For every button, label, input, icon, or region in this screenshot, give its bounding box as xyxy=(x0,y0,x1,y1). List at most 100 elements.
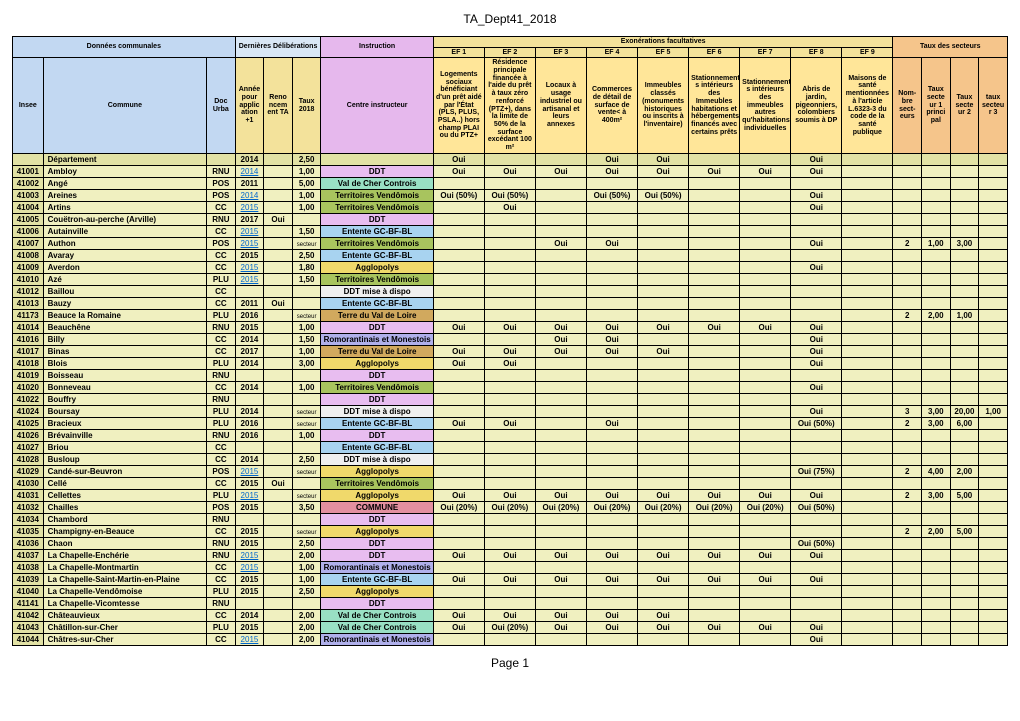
cell-insee: 41044 xyxy=(13,633,44,645)
table-row: 41008AvarayCC20152,50Entente GC-BF-BL xyxy=(13,249,1008,261)
cell-centre: DDT xyxy=(321,429,433,441)
cell-centre: DDT mise à dispo xyxy=(321,285,433,297)
cell-centre: Agglopolys xyxy=(321,585,433,597)
cell-commune: Busloup xyxy=(43,453,206,465)
cell-centre: Terre du Val de Loire xyxy=(321,309,433,321)
hdr-ef5d: Immeubles classés (monuments historiques… xyxy=(638,58,689,153)
cell-centre: DDT xyxy=(321,549,433,561)
cell-centre: Val de Cher Controis xyxy=(321,609,433,621)
table-row: 41007AuthonPOS2015secteurTerritoires Ven… xyxy=(13,237,1008,249)
table-row: 41014BeauchêneRNU20151,00DDTOuiOuiOuiOui… xyxy=(13,321,1008,333)
table-row: 41037La Chapelle-EnchérieRNU20152,00DDTO… xyxy=(13,549,1008,561)
hdr-ef7: EF 7 xyxy=(740,47,791,58)
cell-insee: 41032 xyxy=(13,501,44,513)
cell-centre: COMMUNE xyxy=(321,501,433,513)
cell-insee: 41026 xyxy=(13,429,44,441)
hdr-ef9: EF 9 xyxy=(842,47,893,58)
table-row: 41042ChâteauvieuxCC20142,00Val de Cher C… xyxy=(13,609,1008,621)
hdr-ef7d: Stationnement s intérieurs des immeubles… xyxy=(740,58,791,153)
hdr-commune: Commune xyxy=(43,58,206,153)
table-row: 41030CelléCC2015OuiTerritoires Vendômois xyxy=(13,477,1008,489)
hdr-annee: Année pour applic ation +1 xyxy=(235,58,264,153)
cell-centre: Agglopolys xyxy=(321,357,433,369)
cell-insee: 41027 xyxy=(13,441,44,453)
cell-centre: Territoires Vendômois xyxy=(321,273,433,285)
page-title: TA_Dept41_2018 xyxy=(12,12,1008,26)
cell-centre: DDT xyxy=(321,513,433,525)
cell-commune: Bouffry xyxy=(43,393,206,405)
hdr-ef3d: Locaux à usage industriel ou artisanal e… xyxy=(535,58,586,153)
table-row: 41034ChambordRNUDDT xyxy=(13,513,1008,525)
cell-commune: Chambord xyxy=(43,513,206,525)
table-row: 41010AzéPLU20151,50Territoires Vendômois xyxy=(13,273,1008,285)
cell-commune: La Chapelle-Vendômoise xyxy=(43,585,206,597)
hdr-ef8: EF 8 xyxy=(791,47,842,58)
cell-commune: La Chapelle-Vicomtesse xyxy=(43,597,206,609)
hdr-tx3: taux secteu r 3 xyxy=(979,58,1008,153)
hdr-ef2d: Résidence principale financée à l'aide d… xyxy=(484,58,535,153)
cell-centre: Territoires Vendômois xyxy=(321,201,433,213)
hdr-nbre: Nom- bre sect- eurs xyxy=(893,58,922,153)
cell-insee: 41036 xyxy=(13,537,44,549)
table-row: 41018BloisPLU20143,00AgglopolysOuiOuiOui xyxy=(13,357,1008,369)
hdr-delib: Dernières Délibérations xyxy=(235,37,321,58)
cell-commune: Briou xyxy=(43,441,206,453)
cell-insee: 41009 xyxy=(13,261,44,273)
cell-commune: Châtres-sur-Cher xyxy=(43,633,206,645)
cell-insee: 41003 xyxy=(13,189,44,201)
cell-centre: Entente GC-BF-BL xyxy=(321,225,433,237)
cell-centre: Agglopolys xyxy=(321,465,433,477)
header-row-1: Données communales Dernières Délibératio… xyxy=(13,37,1008,48)
table-row: 41022BouffryRNUDDT xyxy=(13,393,1008,405)
cell-insee: 41039 xyxy=(13,573,44,585)
cell-insee: 41029 xyxy=(13,465,44,477)
table-row: 41020BonneveauCC20141,00Territoires Vend… xyxy=(13,381,1008,393)
table-row: 41012BaillouCCDDT mise à dispo xyxy=(13,285,1008,297)
cell-centre: Val de Cher Controis xyxy=(321,621,433,633)
cell-centre: DDT xyxy=(321,165,433,177)
table-row: 41004ArtinsCC20151,00Territoires Vendômo… xyxy=(13,201,1008,213)
cell-centre: DDT xyxy=(321,393,433,405)
cell-centre: Agglopolys xyxy=(321,261,433,273)
dept-label: Département xyxy=(43,153,206,165)
cell-centre: Territoires Vendômois xyxy=(321,381,433,393)
cell-insee: 41014 xyxy=(13,321,44,333)
cell-centre: Val de Cher Controis xyxy=(321,177,433,189)
cell-insee: 41028 xyxy=(13,453,44,465)
cell-centre: Romorantinais et Monestois xyxy=(321,561,433,573)
cell-insee: 41005 xyxy=(13,213,44,225)
cell-centre: Entente GC-BF-BL xyxy=(321,573,433,585)
cell-insee: 41022 xyxy=(13,393,44,405)
hdr-ef8d: Abris de jardin, pigeonniers, colombiers… xyxy=(791,58,842,153)
cell-insee: 41025 xyxy=(13,417,44,429)
cell-insee: 41043 xyxy=(13,621,44,633)
table-row: 41006AutainvilleCC20151,50Entente GC-BF-… xyxy=(13,225,1008,237)
cell-commune: Artins xyxy=(43,201,206,213)
hdr-instruction: Instruction xyxy=(321,37,433,58)
cell-commune: Areines xyxy=(43,189,206,201)
hdr-ef5: EF 5 xyxy=(638,47,689,58)
table-row: 41038La Chapelle-MontmartinCC20151,00Rom… xyxy=(13,561,1008,573)
hdr-ef4d: Commerces de détail de surface de vente<… xyxy=(586,58,637,153)
cell-centre: Territoires Vendômois xyxy=(321,477,433,489)
cell-commune: Chaon xyxy=(43,537,206,549)
cell-commune: La Chapelle-Enchérie xyxy=(43,549,206,561)
table-row: 41003AreinesPOS20141,00Territoires Vendô… xyxy=(13,189,1008,201)
hdr-ef1d: Logements sociaux bénéficiant d'un prêt … xyxy=(433,58,484,153)
table-row: 41024BoursayPLU2014secteurDDT mise à dis… xyxy=(13,405,1008,417)
hdr-donnees: Données communales xyxy=(13,37,236,58)
cell-insee: 41012 xyxy=(13,285,44,297)
hdr-taux-sec: Taux des secteurs xyxy=(893,37,1008,58)
cell-centre: Entente GC-BF-BL xyxy=(321,441,433,453)
table-row: 41039La Chapelle-Saint-Martin-en-PlaineC… xyxy=(13,573,1008,585)
dept-row: Département20142,50OuiOuiOuiOui xyxy=(13,153,1008,165)
hdr-tx1: Taux secte ur 1 princi pal xyxy=(922,58,951,153)
hdr-ef9d: Maisons de santé mentionnées à l'article… xyxy=(842,58,893,153)
hdr-centre: Centre instructeur xyxy=(321,58,433,153)
hdr-ef6d: Stationnement s intérieurs des Immeubles… xyxy=(689,58,740,153)
cell-insee: 41002 xyxy=(13,177,44,189)
cell-insee: 41038 xyxy=(13,561,44,573)
table-row: 41032ChaillesPOS20153,50COMMUNEOui (20%)… xyxy=(13,501,1008,513)
cell-insee: 41019 xyxy=(13,369,44,381)
cell-centre: Agglopolys xyxy=(321,489,433,501)
